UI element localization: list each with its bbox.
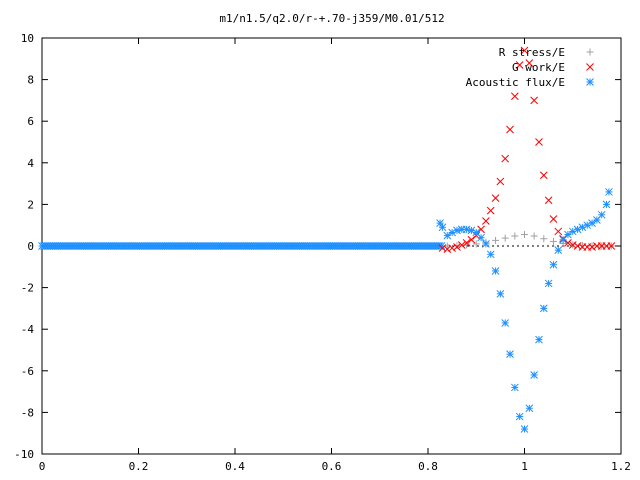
y-tick-label: 0 xyxy=(27,240,34,253)
series-0-point xyxy=(511,232,519,240)
series-2-point xyxy=(462,225,471,234)
series-2-point xyxy=(477,233,485,242)
series-2-point xyxy=(602,200,611,209)
series-2-point xyxy=(588,219,596,227)
series-1-point xyxy=(482,217,490,225)
x-tick-label: 1 xyxy=(521,460,528,473)
series-2-point xyxy=(530,371,539,379)
series-1-point xyxy=(438,244,447,252)
x-tick-label: 0.4 xyxy=(225,460,245,473)
series-0-point xyxy=(540,235,548,243)
legend-marker-point xyxy=(586,78,594,86)
series-1-point xyxy=(477,225,485,234)
series-1 xyxy=(438,46,616,253)
series-1-point xyxy=(573,242,582,250)
y-tick-label: -6 xyxy=(21,365,34,378)
series-1-point xyxy=(453,243,461,251)
series-1-point xyxy=(448,244,456,252)
series-1-point xyxy=(443,245,452,253)
x-tick-label: 0.6 xyxy=(322,460,342,473)
series-2 xyxy=(436,188,613,433)
x-tick-label: 1.2 xyxy=(611,460,631,473)
legend-label: Acoustic flux/E xyxy=(466,76,565,89)
x-tick-label: 0.8 xyxy=(418,460,438,473)
series-2-point xyxy=(597,210,606,219)
series-2-point xyxy=(605,188,613,196)
series-1-point xyxy=(491,194,500,203)
series-1-point xyxy=(486,206,495,215)
series-1-point xyxy=(457,241,466,249)
series-1-point xyxy=(535,138,543,146)
y-tick-label: -8 xyxy=(21,406,34,419)
series-0-point xyxy=(501,234,509,242)
series-2-point xyxy=(564,230,572,239)
series-1-point xyxy=(510,92,519,101)
series-2-point xyxy=(515,412,524,421)
series-2-point xyxy=(549,260,558,269)
series-2-point xyxy=(520,425,529,433)
series-2-point xyxy=(491,267,500,275)
acoustic-flux-baseline-point xyxy=(437,242,446,250)
series-0-point xyxy=(521,231,528,239)
series-1-point xyxy=(549,215,558,223)
series-0-point xyxy=(472,240,480,248)
y-tick-label: 4 xyxy=(27,157,34,170)
series-1-point xyxy=(568,241,577,249)
series-2-point xyxy=(506,350,514,359)
series-2-point xyxy=(486,250,495,259)
y-tick-label: 10 xyxy=(21,32,34,45)
series-2-point xyxy=(525,404,534,413)
series-1-point xyxy=(496,177,505,186)
y-tick-label: 6 xyxy=(27,115,34,128)
series-0-point xyxy=(492,236,500,244)
series-1-point xyxy=(501,154,510,163)
series-1-point xyxy=(525,59,534,67)
series-2-point xyxy=(535,335,543,344)
legend-marker-point xyxy=(586,48,594,56)
x-tick-label: 0 xyxy=(39,460,46,473)
series-1-point xyxy=(520,46,529,55)
x-tick-label: 0.2 xyxy=(129,460,149,473)
legend-label: R stress/E xyxy=(499,46,565,59)
series-2-point xyxy=(453,226,461,235)
series-0-point xyxy=(588,242,596,250)
series-1-point xyxy=(506,125,514,134)
series-2-point xyxy=(544,279,553,288)
legend-label: G work/E xyxy=(512,61,565,74)
series-1-point xyxy=(515,61,524,69)
legend-marker-point xyxy=(586,63,594,71)
series-2-point xyxy=(482,240,490,248)
series-2-point xyxy=(443,231,452,240)
y-tick-label: -10 xyxy=(14,448,34,461)
series-2-point xyxy=(510,383,519,392)
chart-title: m1/n1.5/q2.0/r-+.70-j359/M0.01/512 xyxy=(219,12,444,25)
series-0-point xyxy=(530,232,538,240)
y-tick-label: -2 xyxy=(21,282,34,295)
series-2-point xyxy=(438,223,447,232)
series-1-point xyxy=(544,196,553,205)
series-1-point xyxy=(554,227,563,236)
series-1-point xyxy=(564,239,572,247)
series-0-point xyxy=(549,237,557,245)
data-points xyxy=(38,46,616,433)
series-1-point xyxy=(588,243,596,251)
legend: R stress/E G work/E Acoustic flux/E xyxy=(466,46,594,89)
series-1-point xyxy=(462,239,471,247)
series-2-point xyxy=(496,289,505,298)
y-tick-label: 2 xyxy=(27,198,34,211)
series-1-point xyxy=(539,171,548,180)
series-2-point xyxy=(539,304,548,313)
y-tick-label: 8 xyxy=(27,74,34,87)
series-2-point xyxy=(554,246,563,255)
series-2-point xyxy=(501,319,510,327)
y-tick-label: -4 xyxy=(21,323,35,336)
series-1-point xyxy=(607,242,616,250)
series-1-point xyxy=(530,96,539,105)
baseline-points xyxy=(38,242,446,250)
